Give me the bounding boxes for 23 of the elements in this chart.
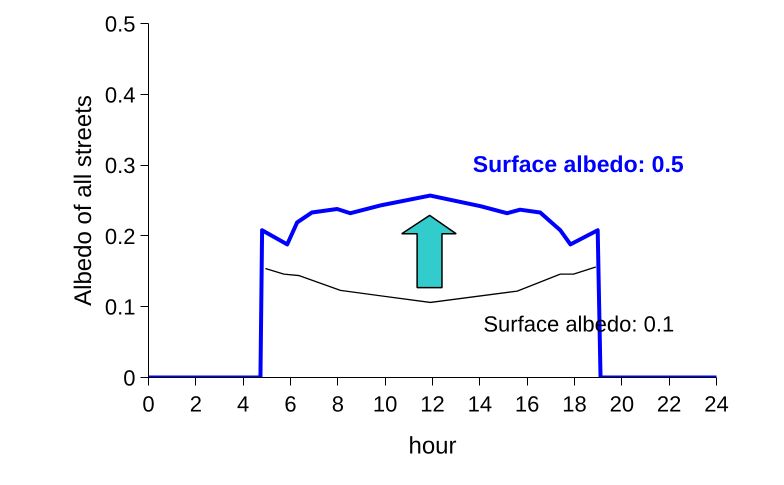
y-tick-label: 0.4 <box>104 82 136 108</box>
x-tick-label: 10 <box>372 392 398 416</box>
x-tick-label: 18 <box>562 392 587 416</box>
x-tick-label: 24 <box>704 392 729 416</box>
x-tick-label: 14 <box>468 392 492 416</box>
y-tick-label: 0 <box>123 366 136 390</box>
x-axis-title: hour <box>408 432 457 460</box>
x-tick-label: 16 <box>514 392 540 416</box>
y-axis-title: Albedo of all streets <box>70 95 97 306</box>
y-tick-label: 0.3 <box>104 153 136 178</box>
x-tick-label: 2 <box>190 392 202 416</box>
line-series <box>264 266 596 304</box>
x-tick-label: 4 <box>237 392 250 416</box>
x-tick-label: 0 <box>142 392 155 416</box>
x-tick-label: 20 <box>610 392 634 416</box>
x-tick-label: 8 <box>332 392 344 416</box>
y-tick-label: 0.1 <box>104 294 136 320</box>
y-tick-label: 0.2 <box>104 224 136 249</box>
x-tick-label: 22 <box>656 392 682 416</box>
x-tick-label: 12 <box>420 392 445 416</box>
y-tick-label: 0.5 <box>104 12 136 36</box>
x-tick-label: 6 <box>284 392 297 416</box>
series-label: Surface albedo: 0.5 <box>472 151 684 178</box>
